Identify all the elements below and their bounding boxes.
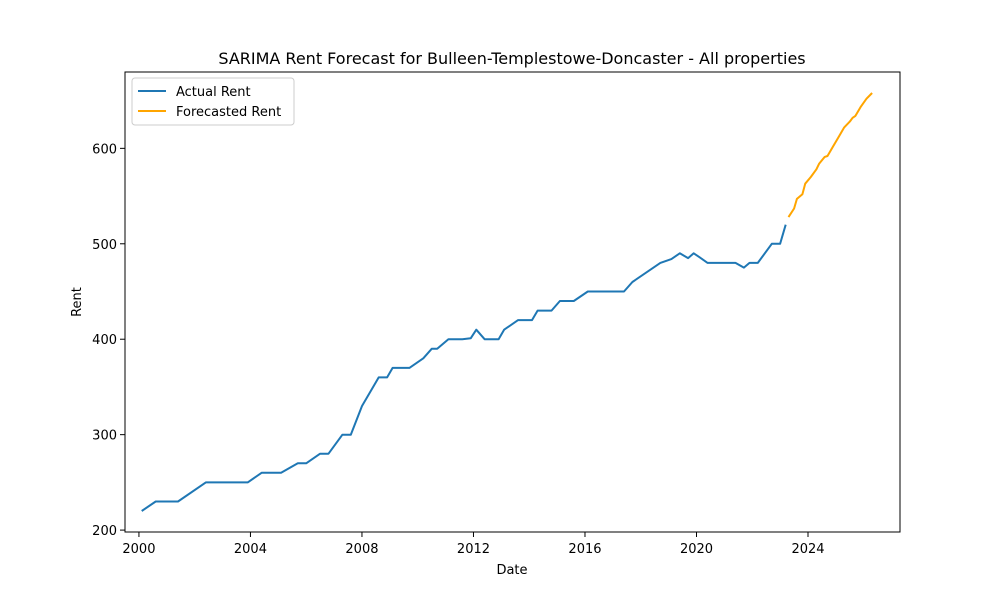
x-tick-label: 2008 — [345, 542, 378, 557]
chart-title: SARIMA Rent Forecast for Bulleen-Temples… — [218, 49, 805, 68]
x-tick-label: 2012 — [457, 542, 490, 557]
plot-area-frame — [124, 71, 901, 533]
legend-label-actual-rent: Actual Rent — [176, 85, 251, 100]
legend: Actual Rent Forecasted Rent — [131, 77, 295, 126]
x-axis-ticks: 2000 2004 2008 2012 2016 2020 2024 — [122, 532, 825, 557]
y-tick-label: 500 — [92, 238, 117, 253]
y-tick-label: 300 — [92, 429, 117, 444]
y-tick-label: 200 — [92, 524, 117, 539]
series-line-actual-rent — [141, 224, 787, 512]
y-tick-label: 600 — [92, 142, 117, 157]
y-axis-title: Rent — [70, 287, 85, 317]
legend-box — [131, 77, 295, 126]
y-axis-ticks: 200 300 400 500 600 — [92, 142, 125, 539]
series-layer — [141, 92, 873, 512]
x-tick-label: 2016 — [568, 542, 601, 557]
x-tick-label: 2024 — [791, 542, 824, 557]
x-tick-label: 2004 — [234, 542, 267, 557]
y-tick-label: 400 — [92, 333, 117, 348]
x-tick-label: 2000 — [122, 542, 155, 557]
x-tick-label: 2020 — [680, 542, 713, 557]
x-axis-title: Date — [496, 563, 527, 578]
series-line-forecasted-rent — [787, 92, 873, 218]
legend-label-forecasted-rent: Forecasted Rent — [176, 105, 281, 120]
